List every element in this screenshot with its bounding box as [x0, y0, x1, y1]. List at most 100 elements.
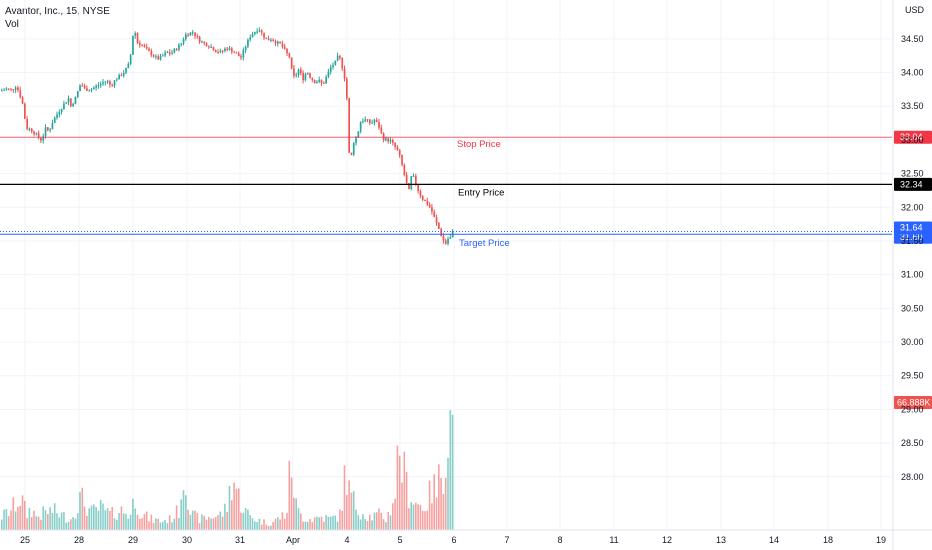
y-tick-label: 34.50	[901, 34, 924, 44]
volume-bar	[164, 520, 166, 530]
candle-body	[1, 90, 3, 92]
volume-bar	[173, 518, 176, 530]
volume-bar	[357, 515, 360, 530]
volume-bar	[265, 524, 268, 530]
volume-bar	[263, 519, 265, 530]
price-levels[interactable]: Stop Price 33.04 Entry Price 32.34 Target Pr…	[0, 130, 932, 409]
volume-bar	[389, 515, 392, 530]
price-axis[interactable]: USD 34.5034.0033.5033.0032.5032.0031.503…	[892, 0, 925, 550]
volume-bar	[203, 516, 205, 530]
x-tick-label: 7	[504, 535, 509, 545]
candle-body	[72, 103, 74, 107]
level-stop-price[interactable]: Stop Price 33.04	[0, 130, 932, 151]
grid	[0, 0, 892, 530]
candle-body	[281, 43, 284, 47]
volume-bar	[95, 507, 97, 530]
candle-body	[102, 82, 104, 84]
volume-bar	[277, 517, 279, 530]
level-target-price[interactable]: Target Price 31.60	[0, 230, 932, 250]
volume-bar	[231, 500, 233, 530]
candle-body	[134, 33, 137, 36]
candle-body	[235, 52, 238, 54]
volume-bar	[63, 511, 65, 530]
volume-bar	[175, 505, 178, 530]
volume-bar	[375, 512, 378, 530]
volume-bar	[111, 507, 113, 530]
candle-body	[329, 67, 332, 72]
volume-bar	[281, 512, 284, 530]
volume-bar	[226, 512, 228, 530]
volume-bar	[444, 477, 447, 530]
candle-body	[341, 57, 344, 69]
volume-bar	[256, 522, 258, 530]
volume-bar	[300, 513, 302, 530]
candle-body	[141, 44, 143, 46]
volume-bar	[178, 517, 180, 530]
candle-body	[309, 73, 311, 78]
volume-bar	[120, 506, 123, 530]
candle-body	[97, 85, 100, 87]
candle-body	[419, 191, 422, 197]
candle-body	[219, 50, 222, 53]
candle-body	[88, 90, 91, 92]
volume-bar	[5, 508, 8, 530]
candle-body	[385, 138, 387, 141]
candle-body	[283, 46, 286, 49]
level-badge-text: 31.60	[900, 232, 923, 242]
volume-bar	[417, 504, 419, 530]
volume-bar	[12, 497, 15, 530]
volume-bar	[371, 520, 373, 530]
candle-body	[178, 44, 180, 50]
volume-bar	[279, 519, 281, 530]
candle-body	[355, 137, 357, 144]
volume-bar	[224, 503, 226, 530]
candle-body	[320, 79, 323, 83]
volume-bar	[348, 480, 350, 530]
volume-bar	[118, 513, 120, 530]
level-entry-price[interactable]: Entry Price 32.34	[0, 177, 932, 199]
volume-bar	[171, 522, 173, 530]
candle-body	[263, 32, 265, 38]
y-tick-label: 28.50	[901, 438, 924, 448]
volume-bar	[143, 513, 146, 530]
volume-bar	[410, 502, 412, 530]
volume-bar	[369, 514, 371, 530]
candle-body	[265, 37, 268, 39]
candle-body	[3, 89, 5, 91]
volume-bar	[313, 517, 316, 530]
candle-body	[37, 133, 40, 138]
candle-body	[244, 46, 247, 51]
currency-label: USD	[905, 5, 925, 15]
volume-bar	[329, 516, 332, 530]
candle-body	[30, 128, 33, 132]
x-tick-label: 25	[20, 535, 30, 545]
volume-bar	[122, 513, 125, 530]
candle-body	[201, 41, 203, 43]
volume-bar	[24, 500, 26, 530]
candle-body	[364, 119, 367, 122]
y-tick-label: 32.00	[901, 202, 924, 212]
candle-body	[173, 49, 176, 53]
candle-body	[86, 88, 88, 91]
volume-bar	[139, 518, 141, 530]
candle-body	[49, 129, 51, 131]
candle-body	[348, 98, 350, 153]
candle-body	[306, 73, 309, 75]
candle-body	[336, 55, 339, 61]
volume-bar	[327, 516, 330, 530]
volume-bar	[343, 465, 346, 530]
candle-body	[208, 46, 210, 48]
candle-body	[65, 102, 68, 104]
volume-bar	[396, 445, 399, 530]
candle-body	[226, 48, 229, 50]
volume-bar	[249, 515, 251, 530]
candle-body	[295, 74, 298, 76]
volume-bar	[405, 471, 408, 530]
time-axis[interactable]: 25 28 29 30 31 Apr 4 5 6 7 8 11 12 13 14 18 19	[0, 529, 932, 545]
volume-bar	[274, 518, 277, 530]
candle-body	[58, 112, 61, 115]
x-tick-label: 14	[769, 535, 779, 545]
volume-bar	[412, 504, 415, 530]
volume-bar	[10, 510, 12, 530]
